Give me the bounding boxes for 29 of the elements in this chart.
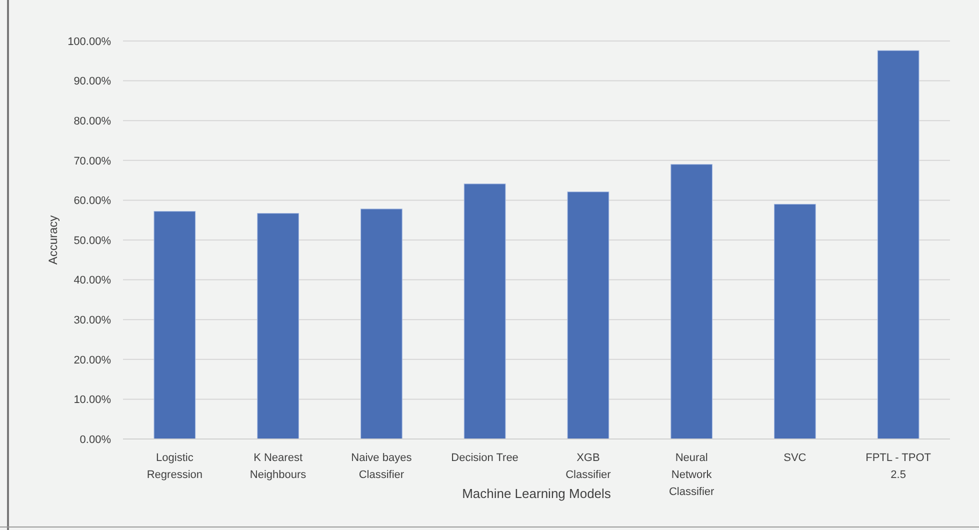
y-tick-label: 20.00%: [74, 354, 112, 366]
x-tick-label: FPTL - TPOT 2.5: [866, 452, 932, 481]
y-tick-label: 100.00%: [68, 36, 112, 48]
y-tick-label: 80.00%: [74, 115, 112, 128]
y-tick-label: 50.00%: [74, 234, 112, 247]
y-tick-label: 60.00%: [74, 195, 112, 208]
x-tick-label: XGB Classifier: [566, 452, 612, 481]
bar: [360, 208, 402, 440]
y-tick-label: 10.00%: [74, 394, 112, 406]
bar: [257, 213, 300, 440]
y-tick-label: 70.00%: [74, 155, 112, 168]
bar: [774, 204, 816, 440]
x-tick-label: Logistic Regression: [146, 452, 203, 481]
bar: [567, 192, 610, 440]
bar: [464, 184, 506, 440]
bar: [154, 211, 196, 440]
y-tick-label: 90.00%: [74, 76, 112, 88]
x-axis-title: Machine Learning Models: [462, 486, 612, 501]
bar: [877, 50, 920, 440]
y-tick-label: 30.00%: [74, 314, 112, 326]
x-tick-label: Naive bayes Classifier: [351, 452, 412, 481]
x-tick-label: Decision Tree: [451, 452, 518, 464]
y-axis-title: Accuracy: [46, 215, 60, 265]
y-tick-label: 0.00%: [80, 434, 112, 446]
x-tick-label: SVC: [784, 452, 806, 464]
bar: [670, 164, 713, 440]
x-tick-label: K Nearest Neighbours: [250, 452, 307, 481]
y-tick-label: 40.00%: [74, 274, 112, 287]
x-tick-label: Neural Network Classifier: [668, 452, 715, 498]
